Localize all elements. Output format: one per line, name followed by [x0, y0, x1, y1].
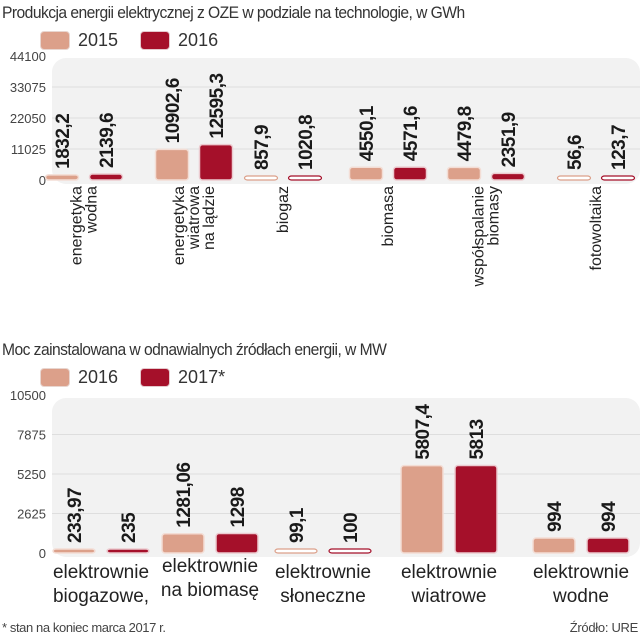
chart1-legend: 2015 2016 — [40, 30, 240, 51]
category-label: energetyka — [69, 186, 86, 265]
y-tick-label: 0 — [39, 546, 46, 561]
legend-label: 2015 — [78, 30, 119, 50]
bar-2017 — [106, 548, 150, 554]
data-label: 994 — [545, 501, 566, 532]
y-tick-label: 2625 — [17, 507, 46, 522]
bar-2015 — [446, 166, 482, 181]
bar-2015 — [44, 174, 80, 181]
category-label: biogazowe, — [53, 586, 149, 607]
category-label: słoneczne — [280, 586, 366, 607]
chart2-legend: 2016 2017* — [40, 367, 247, 388]
category-label: współspalanie — [471, 186, 488, 288]
legend-swatch — [40, 31, 70, 50]
data-label: 99,1 — [287, 507, 308, 543]
data-label: 994 — [599, 501, 620, 532]
category-label: elektrownie — [533, 562, 629, 583]
y-tick-label: 44100 — [10, 49, 46, 64]
bar-2017 — [215, 532, 259, 554]
bar-2015 — [556, 175, 592, 181]
bar-2016 — [287, 175, 323, 181]
legend-label: 2016 — [78, 367, 119, 387]
data-label: 4550,1 — [357, 105, 378, 161]
data-label: 56,6 — [565, 135, 586, 170]
y-tick-label: 10500 — [10, 388, 46, 403]
legend-swatch — [140, 368, 171, 387]
legend-item-2016: 2016 — [40, 367, 118, 388]
category-label: energetyka — [171, 186, 188, 265]
data-label: 2139,6 — [97, 113, 118, 168]
category-label: elektrownie — [401, 562, 497, 583]
bar-2016 — [400, 464, 444, 554]
data-label: 123,7 — [609, 125, 630, 170]
category-label: na biomasę — [161, 580, 259, 601]
data-label: 233,97 — [65, 488, 86, 543]
category-label: wodna — [84, 186, 101, 234]
data-label: 4479,8 — [455, 106, 476, 161]
footnote: * stan na koniec marca 2017 r. — [2, 620, 166, 635]
y-tick-label: 22050 — [10, 111, 46, 126]
bar-2015 — [348, 166, 384, 181]
y-tick-label: 5250 — [17, 467, 46, 482]
y-tick-label: 33075 — [10, 80, 46, 95]
data-label: 100 — [341, 513, 362, 543]
bar-2016 — [88, 173, 124, 181]
legend-item-2017: 2017* — [140, 367, 225, 388]
legend-item-2015: 2015 — [40, 30, 118, 51]
data-label: 235 — [119, 512, 140, 543]
data-label: 857,9 — [252, 125, 273, 170]
legend-swatch — [40, 368, 70, 387]
data-label: 5813 — [467, 419, 488, 459]
data-label: 2351,9 — [499, 112, 520, 167]
data-label: 1298 — [228, 487, 249, 527]
bar-2017 — [454, 464, 498, 554]
chart1-title: Produkcja energii elektrycznej z OZE w p… — [2, 3, 465, 22]
data-label: 10902,6 — [163, 78, 184, 143]
bar-2016 — [52, 548, 96, 554]
bar-2016 — [532, 537, 576, 554]
bar-2016 — [198, 143, 234, 181]
category-label: biomasy — [486, 186, 503, 246]
y-tick-label: 11025 — [11, 142, 46, 157]
bar-2016 — [161, 532, 205, 554]
source-label: Źródło: URE — [569, 620, 639, 635]
category-label: elektrownie — [53, 562, 149, 583]
category-label: wiatrowa — [186, 186, 203, 250]
y-tick-label: 7875 — [17, 428, 46, 443]
data-label: 12595,3 — [207, 73, 228, 138]
data-label: 5807,4 — [413, 404, 434, 460]
category-label: fotowoltaika — [588, 186, 605, 271]
bar-2015 — [243, 175, 279, 181]
bar-2017 — [586, 537, 630, 554]
category-label: na lądzie — [201, 186, 218, 250]
data-label: 1020,8 — [296, 115, 317, 170]
y-tick-label: 0 — [39, 173, 46, 188]
legend-label: 2017* — [178, 367, 226, 387]
bar-2015 — [154, 148, 190, 181]
legend-item-2016: 2016 — [140, 30, 218, 51]
bar-2016 — [600, 175, 636, 181]
category-label: biogaz — [275, 186, 292, 233]
data-label: 1832,2 — [53, 114, 74, 169]
chart1-plot: 0 11025 22050 33075 44100 1832,2 2139,6 energet… — [10, 49, 640, 288]
data-label: 1281,06 — [174, 463, 195, 528]
bar-2016 — [392, 166, 428, 181]
chart2-title: Moc zainstalowana w odnawialnych źródłac… — [2, 340, 387, 359]
data-label: 4571,6 — [401, 106, 422, 161]
bar-2016 — [274, 548, 318, 554]
legend-label: 2016 — [178, 30, 219, 50]
bar-2017 — [328, 548, 372, 554]
bar-2016 — [490, 172, 526, 181]
category-label: elektrownie — [162, 556, 258, 577]
category-label: biomasa — [380, 186, 397, 247]
category-label: wodne — [552, 586, 609, 607]
category-label: elektrownie — [275, 562, 371, 583]
category-label: wiatrowe — [411, 586, 487, 607]
legend-swatch — [140, 31, 171, 50]
